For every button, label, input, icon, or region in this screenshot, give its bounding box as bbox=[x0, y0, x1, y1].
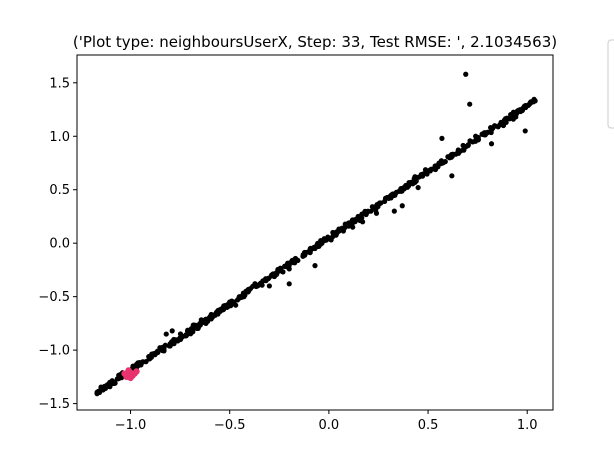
data-point bbox=[208, 314, 213, 319]
data-point bbox=[428, 168, 433, 173]
data-point bbox=[449, 173, 454, 178]
data-point bbox=[170, 328, 175, 333]
x-tick-label: 1.0 bbox=[517, 418, 538, 433]
data-point bbox=[439, 136, 444, 141]
data-point bbox=[448, 153, 453, 158]
y-tick-label: 1.5 bbox=[49, 76, 70, 91]
highlighted-point bbox=[133, 368, 139, 374]
data-point bbox=[405, 185, 410, 190]
data-point bbox=[267, 283, 272, 288]
x-tick-label: 0.5 bbox=[418, 418, 439, 433]
data-point bbox=[463, 72, 468, 77]
data-point bbox=[356, 214, 361, 219]
data-point bbox=[227, 299, 232, 304]
data-point bbox=[511, 117, 516, 122]
data-point bbox=[287, 266, 292, 271]
data-point bbox=[173, 337, 178, 342]
data-point bbox=[203, 321, 208, 326]
highlighted-point bbox=[127, 375, 133, 381]
y-tick-label: −0.5 bbox=[38, 290, 70, 305]
data-point bbox=[456, 151, 461, 156]
data-point bbox=[319, 241, 324, 246]
data-point bbox=[198, 322, 203, 327]
x-tick-label: −0.5 bbox=[214, 418, 246, 433]
data-point bbox=[225, 304, 230, 309]
data-point bbox=[269, 273, 274, 278]
x-tick-label: −1.0 bbox=[115, 418, 147, 433]
data-point bbox=[503, 116, 508, 121]
data-point bbox=[164, 331, 169, 336]
data-point bbox=[233, 303, 238, 308]
data-point bbox=[287, 281, 292, 286]
data-point bbox=[363, 210, 368, 215]
data-point bbox=[399, 188, 404, 193]
data-point bbox=[183, 333, 188, 338]
y-tick-label: 0.0 bbox=[49, 237, 70, 252]
data-point bbox=[413, 176, 418, 181]
data-point bbox=[360, 219, 365, 224]
data-point bbox=[338, 226, 343, 231]
data-point bbox=[218, 307, 223, 312]
data-point bbox=[392, 209, 397, 214]
y-tick-label: 0.5 bbox=[49, 183, 70, 198]
data-point bbox=[378, 200, 383, 205]
data-point bbox=[99, 385, 104, 390]
data-point bbox=[241, 293, 246, 298]
data-point bbox=[312, 263, 317, 268]
data-point bbox=[343, 222, 348, 227]
data-point bbox=[501, 123, 506, 128]
data-point bbox=[308, 250, 313, 255]
data-point bbox=[215, 311, 220, 316]
data-point bbox=[467, 102, 472, 107]
data-point bbox=[416, 185, 421, 190]
data-point bbox=[374, 211, 379, 216]
data-point bbox=[191, 322, 196, 327]
data-point bbox=[522, 104, 527, 109]
data-point bbox=[513, 110, 518, 115]
data-point bbox=[322, 236, 327, 241]
data-point bbox=[490, 126, 495, 131]
data-point bbox=[253, 282, 258, 287]
data-point bbox=[440, 161, 445, 166]
data-point bbox=[423, 167, 428, 172]
data-point bbox=[167, 343, 172, 348]
data-point bbox=[350, 225, 355, 230]
data-point bbox=[484, 131, 489, 136]
data-point bbox=[138, 360, 143, 365]
data-point bbox=[248, 286, 253, 291]
data-point bbox=[105, 383, 110, 388]
data-point bbox=[400, 203, 405, 208]
data-point bbox=[115, 376, 120, 381]
data-point bbox=[374, 204, 379, 209]
data-point bbox=[312, 246, 317, 251]
data-point bbox=[523, 128, 528, 133]
data-point bbox=[147, 356, 152, 361]
data-point bbox=[185, 329, 190, 334]
chart-title: ('Plot type: neighboursUserX, Step: 33, … bbox=[73, 33, 557, 51]
y-tick-label: 1.0 bbox=[49, 130, 70, 145]
legend-box[interactable] bbox=[608, 40, 614, 128]
x-tick-label: 0.0 bbox=[319, 418, 340, 433]
data-point bbox=[393, 191, 398, 196]
data-point bbox=[489, 141, 494, 146]
y-tick-label: −1.5 bbox=[38, 397, 70, 412]
data-point bbox=[109, 379, 114, 384]
data-point bbox=[157, 345, 162, 350]
data-point bbox=[278, 266, 283, 271]
data-point bbox=[294, 257, 299, 262]
data-point bbox=[473, 134, 478, 139]
data-point bbox=[302, 250, 307, 255]
data-point bbox=[383, 196, 388, 201]
data-point bbox=[529, 100, 534, 105]
data-point bbox=[466, 142, 471, 147]
y-tick-label: −1.0 bbox=[38, 344, 70, 359]
highlighted-point bbox=[121, 370, 127, 376]
data-point bbox=[330, 230, 335, 235]
